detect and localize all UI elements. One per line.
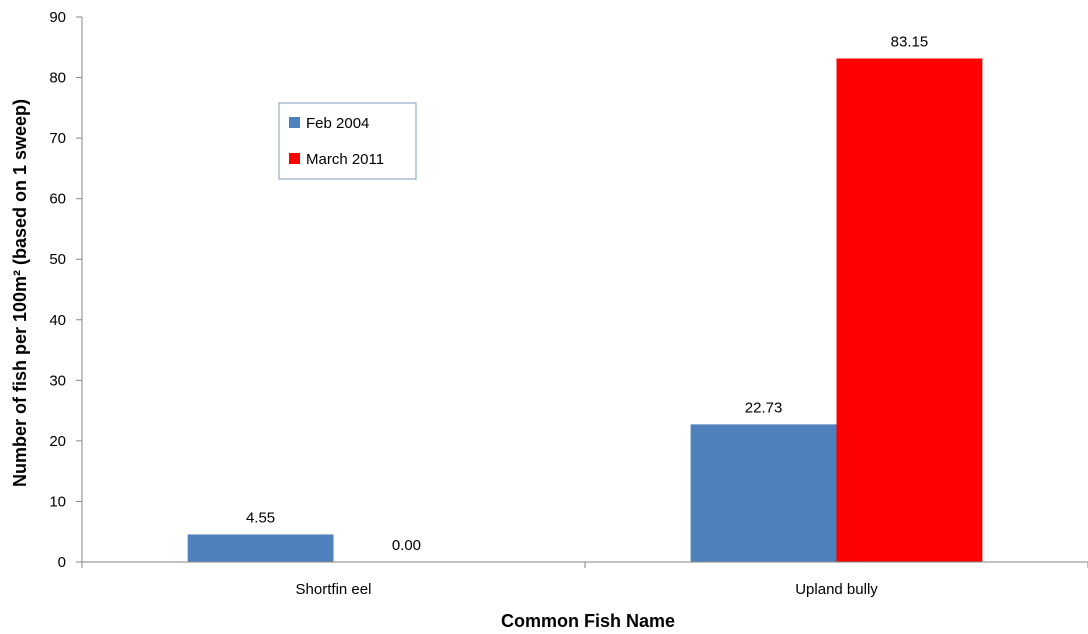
legend-label-march-2011: March 2011 bbox=[306, 151, 384, 168]
y-tick-label: 20 bbox=[49, 433, 66, 450]
plot-area bbox=[187, 58, 983, 562]
legend-swatch-feb-2004 bbox=[289, 117, 300, 128]
data-labels: 4.55 0.00 22.73 83.15 bbox=[246, 33, 928, 554]
data-label-feb-2004-shortfin-eel: 4.55 bbox=[246, 509, 275, 526]
y-tick-label: 30 bbox=[49, 372, 66, 389]
bar-march-2011-upland-bully bbox=[836, 58, 983, 562]
x-tick-label-shortfin-eel: Shortfin eel bbox=[296, 581, 372, 598]
y-tick-label: 90 bbox=[49, 9, 66, 26]
legend-box bbox=[278, 102, 417, 180]
legend: Feb 2004 March 2011 bbox=[278, 102, 417, 180]
bar-feb-2004-upland-bully bbox=[690, 424, 837, 562]
y-tick-label: 40 bbox=[49, 312, 66, 329]
x-tick-label-upland-bully: Upland bully bbox=[795, 581, 878, 598]
y-tick-label: 70 bbox=[49, 130, 66, 147]
y-tick-label: 0 bbox=[58, 554, 66, 571]
legend-swatch-march-2011 bbox=[289, 153, 300, 164]
x-axis-title: Common Fish Name bbox=[501, 611, 675, 631]
data-label-march-2011-upland-bully: 83.15 bbox=[891, 33, 929, 50]
bar-feb-2004-shortfin-eel bbox=[187, 534, 334, 562]
legend-label-feb-2004: Feb 2004 bbox=[306, 115, 369, 132]
y-tick-label: 10 bbox=[49, 493, 66, 510]
y-tick-label: 60 bbox=[49, 191, 66, 208]
axes: 0 10 20 30 40 50 60 70 80 90 Shortfin eel Upland bu… bbox=[49, 9, 1088, 598]
y-tick-label: 80 bbox=[49, 70, 66, 87]
y-axis-title: Number of fish per 100m² (based on 1 swe… bbox=[10, 99, 30, 487]
data-label-feb-2004-upland-bully: 22.73 bbox=[745, 399, 783, 416]
data-label-march-2011-shortfin-eel: 0.00 bbox=[392, 537, 421, 554]
y-tick-label: 50 bbox=[49, 251, 66, 268]
